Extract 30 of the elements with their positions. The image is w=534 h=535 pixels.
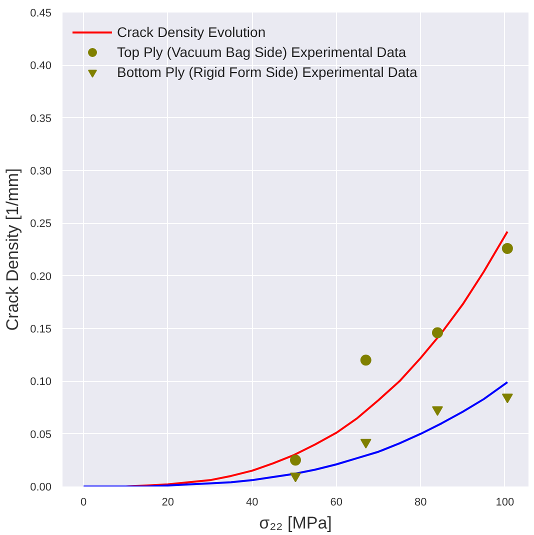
line-series [82,381,508,486]
y-tick-label: 0.25 [30,218,52,230]
point [502,394,513,404]
legend-label: Crack Density Evolution [117,24,266,40]
point [432,406,443,416]
legend-label: Top Ply (Vacuum Bag Side) Experimental Data [117,44,406,60]
point [360,354,372,366]
x-tick-label: 20 [162,496,174,508]
x-tick-label: 0 [80,496,87,508]
y-tick-label: 0.40 [30,60,52,72]
y-tick-label: 0.15 [30,324,52,336]
y-tick-label: 0.45 [30,8,52,20]
y-axis-title: Crack Density [1/mm] [3,168,22,331]
y-tick-label: 0.20 [30,270,52,283]
y-tick-label: 0.00 [30,482,52,494]
point [360,438,372,449]
legend-label: Bottom Ply (Rigid Form Side) Experimental Data [117,64,418,80]
x-tick-label: 100 [496,496,514,508]
y-tick-label: 0.10 [30,376,52,388]
x-tick-label: 60 [330,496,342,508]
y-tick-label: 0.35 [30,112,52,125]
x-tick-label: 40 [246,496,258,508]
point [432,327,443,338]
x-axis-title: σ₂₂ [MPa] [259,514,332,532]
point [290,472,301,482]
x-tick-label: 80 [414,496,427,508]
point [290,454,301,466]
y-tick-label: 0.30 [30,166,52,178]
y-tick-label: 0.05 [30,428,52,441]
point [502,242,513,254]
